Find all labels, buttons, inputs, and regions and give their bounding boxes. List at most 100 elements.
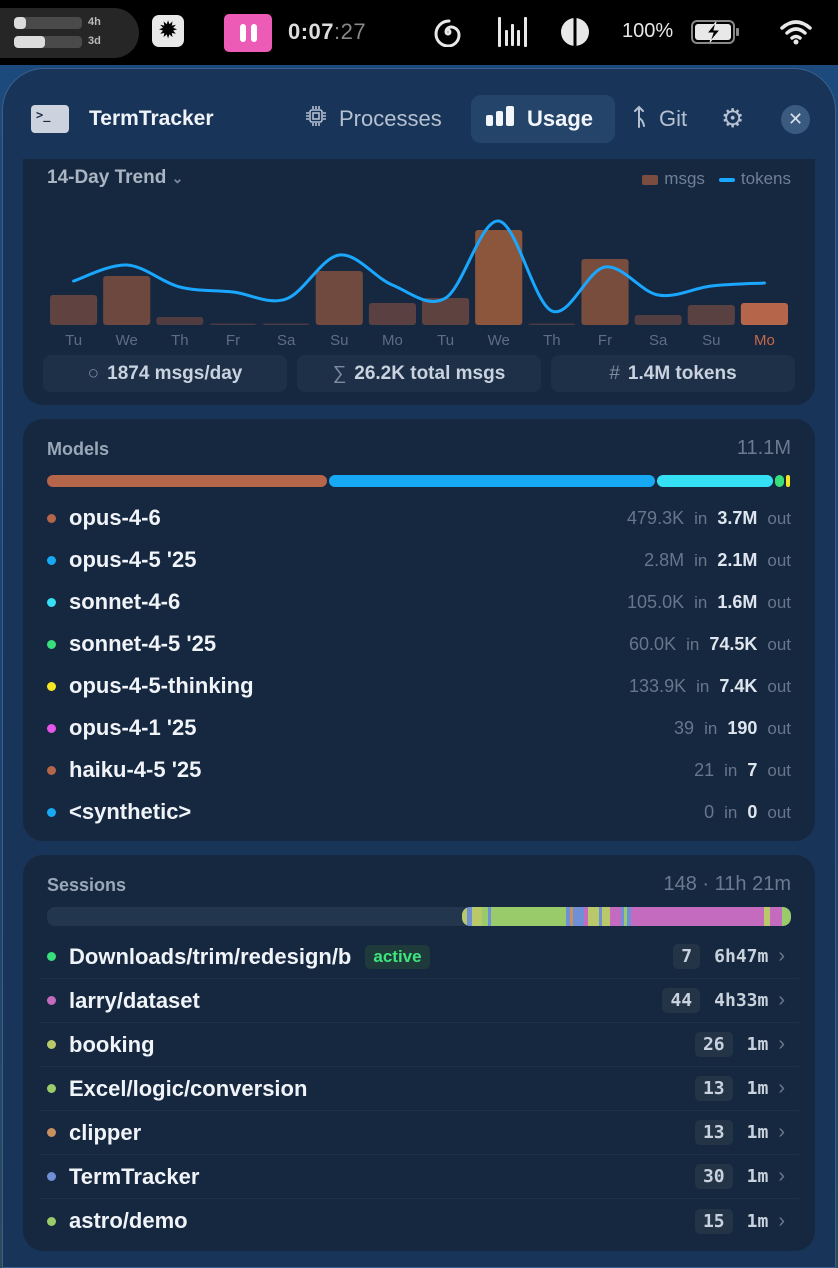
usage-bar-3d [14,36,82,48]
app-title: TermTracker [89,107,214,130]
msgs-bar[interactable] [528,323,576,326]
session-row[interactable]: booking 26 1m › [39,1023,799,1067]
session-color-dot [47,952,56,961]
session-bar-segment[interactable] [587,907,599,926]
session-bar-segment[interactable] [482,907,488,926]
session-bar-segment[interactable] [467,907,472,926]
session-bar-segment[interactable] [601,907,611,926]
session-row[interactable]: larry/dataset 44 4h33m › [39,979,799,1023]
session-bar-segment[interactable] [471,907,483,926]
session-row[interactable]: TermTracker 30 1m › [39,1155,799,1199]
session-bar-segment[interactable] [624,907,628,926]
session-name: Excel/logic/conversion [69,1075,308,1101]
msgs-bar[interactable] [50,295,98,325]
msgs-bar[interactable] [740,303,788,325]
in-label: in [694,592,708,612]
in-label: in [696,676,710,696]
session-color-dot [47,1216,56,1226]
session-row[interactable]: Downloads/trim/redesign/b active 7 6h47m… [39,935,799,979]
session-row[interactable]: astro/demo 15 1m › [39,1199,799,1243]
session-bar-segment[interactable] [764,907,770,926]
tab-label: Usage [527,106,594,131]
model-row: opus-4-1 '25 39 in 190 out [47,707,791,749]
model-color-dot [47,597,56,607]
msgs-bar[interactable] [315,271,363,325]
session-msg-count: 15 [694,1208,733,1234]
msgs-bar[interactable] [262,323,310,326]
session-bar-segment[interactable] [569,907,574,926]
sessions-summary: 148 · 11h 21m [663,873,792,895]
model-row: haiku-4-5 '25 21 in 7 out [47,749,791,791]
session-bar-segment[interactable] [621,907,625,926]
session-msg-count: 44 [662,988,701,1013]
model-color-dot [47,807,56,817]
model-row: opus-4-5-thinking 133.9K in 7.4K out [47,665,791,707]
session-bar-segment[interactable] [487,907,491,926]
tokens-in: 60.0K [629,633,677,654]
out-label: out [767,550,791,570]
session-row[interactable]: clipper 13 1m › [39,1111,799,1155]
tab-processes[interactable]: Processes [291,95,456,143]
terminal-icon: >_ [31,105,69,133]
tokens-in: 2.8M [644,549,685,570]
msgs-bar[interactable] [581,259,629,325]
session-bar-segment[interactable] [573,907,584,926]
sessions-card: Sessions 148 · 11h 21m Downloads/trim/re… [23,855,815,1251]
msgs-bar[interactable] [103,276,151,325]
x-axis-label: We [488,332,510,347]
model-color-dot [47,639,56,649]
session-bar-segment[interactable] [630,907,765,926]
sessions-timeline-bar [47,907,791,926]
model-name: haiku-4-5 '25 [69,757,202,782]
trend-period-dropdown[interactable]: 14-Day Trend ⌄ [47,167,183,189]
tab-usage[interactable]: Usage [471,95,615,143]
hash-icon: # [609,362,620,384]
contrast-icon[interactable] [558,14,592,50]
tab-git[interactable]: Git [619,95,701,143]
msgs-bar[interactable] [475,230,523,325]
usage-limits-widget[interactable]: 4h 3d [0,8,139,58]
session-row[interactable]: Excel/logic/conversion 13 1m › [39,1067,799,1111]
session-bar-segment[interactable] [462,907,468,926]
sessions-title: Sessions [47,875,127,895]
sun-icon[interactable]: ✹ [152,15,184,47]
pause-icon[interactable] [224,14,272,52]
session-duration: 1m [746,1078,769,1099]
session-duration: 1m [746,1034,769,1055]
session-bar-segment[interactable] [598,907,602,926]
wifi-icon[interactable] [778,14,814,50]
tokens-line [72,219,766,314]
session-bar-segment[interactable] [490,907,566,926]
model-bar-segment [657,475,774,487]
audio-levels-icon[interactable] [495,14,531,50]
in-label: in [694,550,708,570]
model-name: <synthetic> [69,799,192,824]
gear-icon[interactable]: ⚙ [721,103,745,133]
close-button[interactable]: ✕ [781,105,810,134]
model-color-dot [47,555,56,565]
battery-charging-icon[interactable] [690,14,742,50]
msgs-bar[interactable] [209,323,257,326]
session-bar-segment[interactable] [610,907,622,926]
session-duration: 1m [746,1166,769,1187]
msgs-bar[interactable] [368,303,416,325]
out-label: out [767,718,791,738]
usage-bar-label: 3d [88,35,101,47]
session-bar-segment[interactable] [627,907,631,926]
x-axis-label: Sa [277,332,296,347]
model-color-dot [47,681,56,691]
msgs-bar[interactable] [422,298,470,325]
tokens-out: 2.1M [717,549,758,570]
timer[interactable]: 0:07:27 [288,19,366,45]
session-bar-segment[interactable] [782,907,791,926]
msgs-bar[interactable] [634,315,682,325]
spiral-icon[interactable] [432,14,464,50]
msgs-bar[interactable] [687,305,735,325]
session-bar-segment[interactable] [565,907,570,926]
session-bar-segment[interactable] [583,907,588,926]
bar-chart-icon [485,106,515,132]
session-bar-segment[interactable] [769,907,783,926]
session-color-dot [47,996,56,1005]
status-badge: active [365,944,430,969]
msgs-bar[interactable] [156,317,204,325]
